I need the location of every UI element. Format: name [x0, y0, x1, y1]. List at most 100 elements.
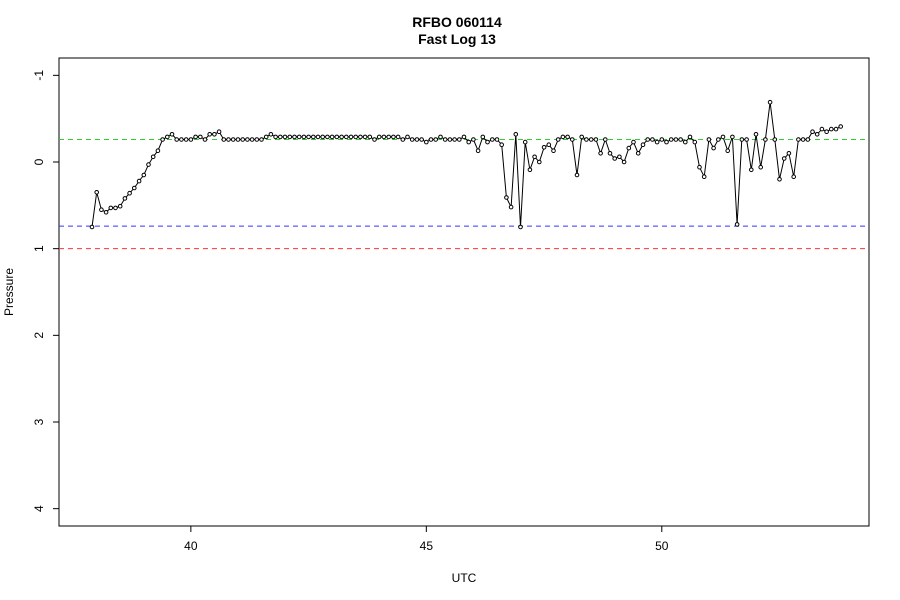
data-point: [409, 137, 415, 142]
data-point: [734, 222, 740, 227]
data-point: [673, 137, 679, 142]
data-point: [654, 139, 660, 145]
data-point: [584, 137, 589, 142]
data-point: [452, 137, 457, 142]
plot-frame: [58, 57, 870, 527]
data-point: [819, 126, 825, 132]
data-point: [829, 126, 834, 132]
data-point: [716, 137, 721, 142]
data-point: [442, 137, 448, 142]
data-point: [193, 134, 198, 140]
data-point: [513, 132, 519, 137]
data-point: [230, 137, 236, 142]
data-point: [588, 137, 594, 142]
data-point: [226, 137, 231, 142]
x-axis-label: UTC: [452, 571, 477, 585]
data-point: [711, 145, 716, 151]
data-point: [155, 148, 161, 153]
data-point: [372, 137, 377, 142]
x-axis: 40 45 50: [184, 526, 669, 553]
data-point: [386, 134, 392, 140]
data-point: [763, 137, 768, 142]
y-tick-label: 3: [32, 418, 46, 425]
data-point: [216, 129, 222, 134]
data-point: [212, 132, 217, 137]
data-point: [315, 134, 321, 140]
chart-subtitle: Fast Log 13: [418, 31, 496, 47]
data-point: [527, 167, 533, 173]
data-point: [635, 151, 641, 156]
data-point: [833, 126, 839, 132]
data-point: [838, 124, 844, 129]
data-point: [621, 159, 627, 165]
data-point: [560, 134, 566, 140]
y-axis-label: Pressure: [2, 268, 16, 316]
data-point: [640, 142, 646, 147]
data-point: [574, 172, 580, 178]
data-point: [263, 134, 269, 140]
data-point: [570, 137, 575, 142]
data-point: [188, 137, 194, 142]
data-point: [744, 137, 749, 142]
data-point: [103, 210, 109, 215]
data-point: [683, 139, 688, 145]
data-point: [772, 137, 778, 142]
data-point: [339, 134, 344, 140]
data-point: [132, 185, 137, 191]
data-point: [466, 139, 472, 145]
data-point: [414, 137, 420, 142]
series-group: [89, 99, 844, 230]
data-point: [457, 137, 462, 142]
data-point: [668, 137, 674, 142]
x-tick-label: 40: [184, 539, 198, 553]
data-point: [480, 134, 486, 140]
data-point: [183, 137, 189, 142]
data-point: [504, 195, 509, 200]
data-point: [268, 132, 274, 137]
data-point: [749, 167, 754, 173]
data-point: [499, 142, 505, 147]
data-point: [485, 139, 490, 145]
data-point: [405, 134, 410, 140]
data-point: [532, 154, 537, 160]
data-point: [89, 224, 95, 230]
data-point: [805, 137, 811, 142]
data-point: [424, 139, 429, 145]
data-point: [240, 137, 245, 142]
data-point: [612, 156, 618, 161]
data-point: [758, 164, 764, 170]
reference-lines: [59, 138, 869, 250]
data-point: [650, 137, 655, 142]
data-point: [631, 139, 636, 145]
data-point: [358, 134, 363, 140]
y-axis: -1 0 1 2 3 4: [32, 70, 59, 512]
data-point: [259, 137, 264, 142]
data-point: [296, 134, 302, 140]
data-point: [400, 137, 406, 142]
y-tick-label: 2: [32, 332, 46, 339]
data-point: [518, 224, 523, 230]
data-point: [739, 137, 745, 142]
data-point: [598, 151, 603, 156]
y-tick-label: 0: [32, 158, 46, 165]
data-point: [697, 164, 702, 170]
x-tick-label: 45: [420, 539, 434, 553]
data-point: [353, 134, 359, 140]
data-point: [786, 151, 792, 156]
data-point: [273, 134, 278, 140]
data-point: [245, 137, 250, 142]
data-point: [287, 134, 293, 140]
y-tick-label: 4: [32, 505, 46, 512]
data-point: [344, 134, 349, 140]
data-point: [221, 137, 227, 142]
data-point: [494, 137, 500, 142]
data-point: [433, 137, 439, 142]
data-point: [235, 137, 241, 142]
data-point: [603, 137, 608, 142]
data-point: [362, 134, 368, 140]
data-point: [730, 134, 735, 140]
chart-title: RFBO 060114: [412, 14, 502, 30]
data-point: [701, 174, 707, 179]
data-point: [381, 134, 387, 140]
